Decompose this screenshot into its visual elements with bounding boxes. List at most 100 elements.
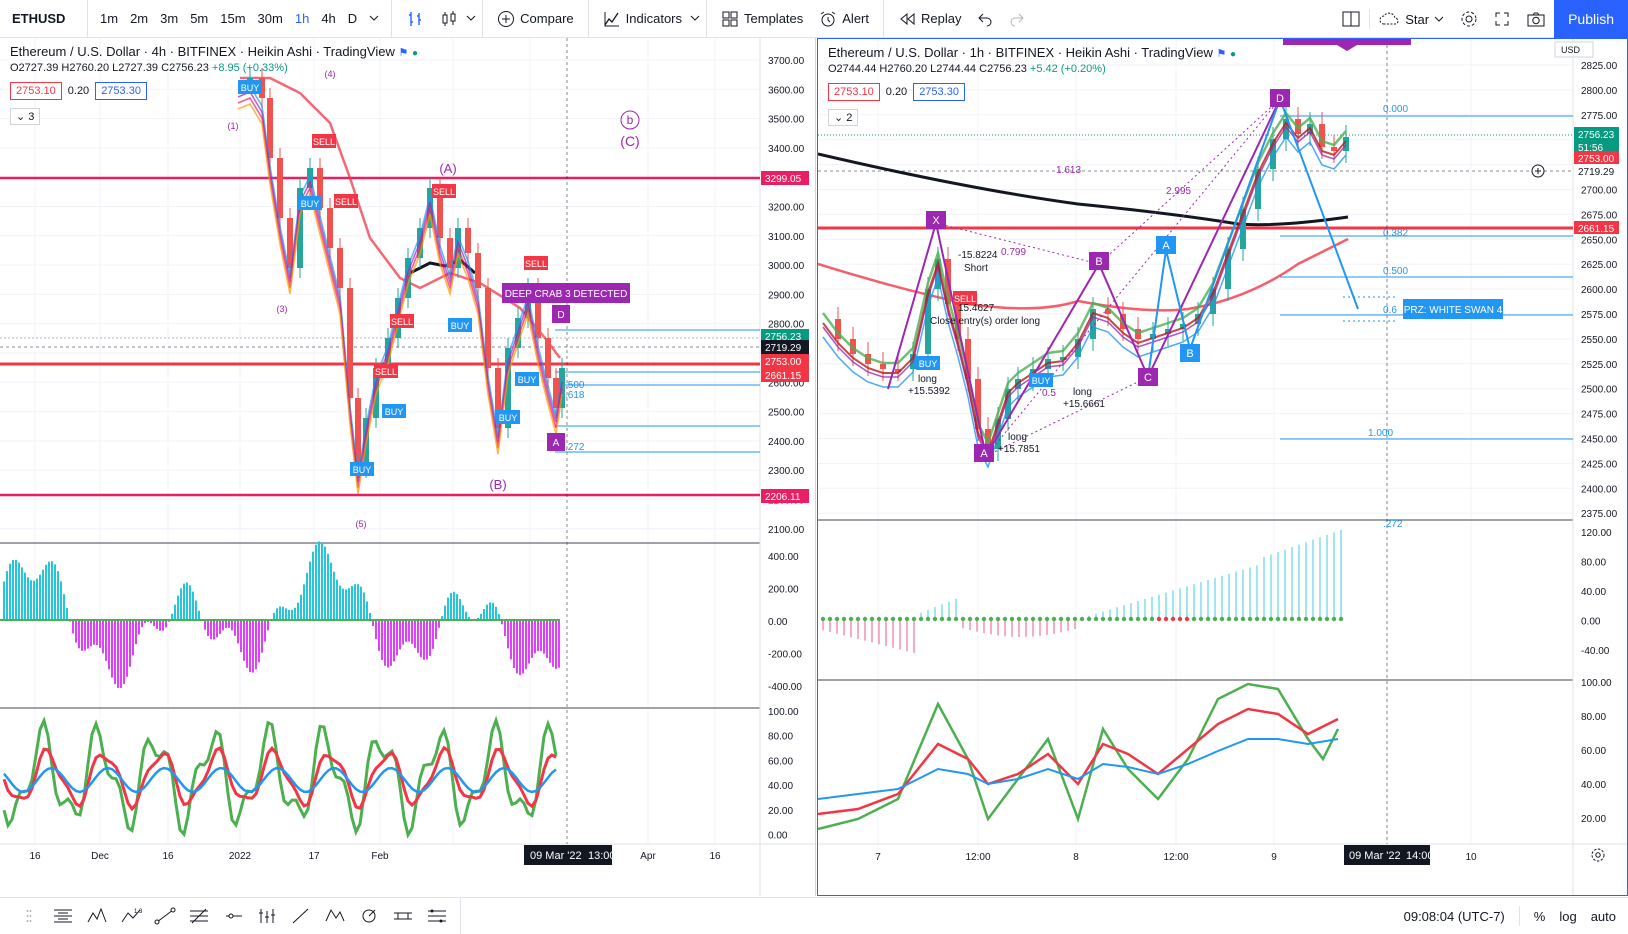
candle-body [355,398,361,468]
buy-price-button[interactable]: 2753.30 [913,83,965,101]
chart-legend[interactable]: Ethereum / U.S. Dollar · 1h · BITFINEX ·… [828,45,1236,60]
auto-scale-toggle[interactable]: auto [1590,908,1616,924]
bar-chart-icon[interactable] [398,0,432,38]
time-tick-label: 16 [162,851,174,862]
brush-icon[interactable] [286,901,316,931]
chevron-down-icon[interactable] [690,10,700,28]
price-tick-label: -200.00 [768,650,802,661]
log-scale-toggle[interactable]: log [1559,908,1577,924]
cloud-icon [1379,12,1399,25]
long-position-icon[interactable] [422,901,452,931]
chevron-down-icon[interactable] [363,0,385,38]
fib-retracement-icon[interactable] [252,901,282,931]
fullscreen-icon[interactable] [1486,0,1518,38]
star-button[interactable]: Star [1370,0,1452,38]
indicators-group: Indicators [587,0,706,38]
long-label: long [1008,432,1027,443]
flag-icon[interactable]: ⚑ [398,47,409,59]
svg-text:SELL: SELL [313,137,335,147]
candles-icon[interactable] [432,0,466,38]
price-label-badge [1574,127,1619,140]
fib-500-label: 0.500 [1383,266,1408,277]
point-a-marker[interactable] [547,433,565,451]
price-tick-label: 3400.00 [768,144,805,155]
compare-button[interactable]: Compare [489,0,581,38]
horizontal-ray-icon[interactable] [218,901,248,931]
prz-badge[interactable] [1403,299,1503,319]
redo-icon[interactable] [1001,0,1033,38]
replay-button[interactable]: Replay [890,0,969,38]
ma-ribbon [237,84,563,495]
templates-button[interactable]: Templates [713,0,811,38]
macd-dot [1114,616,1120,622]
interval-15m[interactable]: 15m [220,10,246,26]
menu-lines-icon[interactable] [48,901,78,931]
left-chart-pane[interactable]: b (C) (A) (B) (1) (3) (4) (5) DEEP CRAB … [0,38,816,896]
publish-button[interactable]: Publish [1554,0,1628,38]
layout-icon[interactable] [1333,0,1369,38]
right-chart-canvas[interactable]: 0.000 0.382 0.500 0.6 1.000 .272 X A B C… [818,39,1627,895]
alert-button[interactable]: Alert [811,0,877,38]
short-value: -15.8224 [958,250,998,261]
time-axis[interactable]: 7 12:00 8 12:00 9 10 [875,852,1477,863]
price-axis[interactable]: 3700.003600.003500.003400.003300.003200.… [768,56,805,536]
indicators-toggle[interactable]: ⌄ 2 [828,109,859,126]
gear-icon[interactable] [1591,848,1605,862]
price-tick-label: 2450.00 [1581,435,1618,446]
undo-icon[interactable] [969,0,1001,38]
right-chart-pane[interactable]: 0.000 0.382 0.500 0.6 1.000 .272 X A B C… [817,38,1628,896]
buy-price-button[interactable]: 2753.30 [95,82,147,100]
currency-selector[interactable] [1554,41,1594,58]
interval-2m[interactable]: 2m [130,10,149,26]
wave-123-icon[interactable]: 1 3 [116,901,146,931]
price-tick-label: 2550.00 [1581,335,1618,346]
symbol-search[interactable]: ETHUSD [0,0,88,38]
point-d-label: D [557,310,564,321]
interval-1m[interactable]: 1m [100,10,119,26]
rewind-icon [900,12,915,25]
macd-dot [1338,616,1344,622]
interval-30m[interactable]: 30m [257,10,283,26]
cycle-icon[interactable] [354,901,384,931]
chart-title: Ethereum / U.S. Dollar · 1h · BITFINEX ·… [828,45,1213,60]
interval-5m[interactable]: 5m [190,10,209,26]
interval-d[interactable]: D [347,10,358,26]
svg-text:BUY: BUY [1032,376,1051,386]
elliott-wave-icon[interactable] [82,901,112,931]
pitchfork-icon[interactable] [184,901,214,931]
trend-line-icon[interactable] [150,901,180,931]
time-axis[interactable]: 16 Dec 16 2022 17 Feb Apr 16 [29,851,721,862]
macd-dot [1289,616,1295,622]
point-d-marker[interactable] [552,305,570,323]
settings-gear-icon[interactable] [1452,0,1486,38]
drag-handle-icon[interactable] [14,901,44,931]
macd-dot [1219,616,1225,622]
interval-4h[interactable]: 4h [321,10,336,26]
flag-icon[interactable]: ⚑ [1216,48,1227,60]
sell-price-button[interactable]: 2753.10 [10,82,62,100]
price-tick-label: 2375.00 [1581,509,1618,520]
chart-legend[interactable]: Ethereum / U.S. Dollar · 4h · BITFINEX ·… [10,44,418,59]
camera-icon[interactable] [1518,0,1554,38]
close-entry-label: Close entry(s) order long [930,316,1040,327]
indicators-button[interactable]: Indicators [595,0,690,38]
price-label-badge [1574,164,1619,177]
macd-dot [1331,616,1337,622]
interval-3m[interactable]: 3m [160,10,179,26]
sell-price-button[interactable]: 2753.10 [828,83,880,101]
pattern-xabcd-icon[interactable] [320,901,350,931]
chevron-down-icon[interactable] [466,10,476,28]
price-tick-label: 2825.00 [1581,61,1618,72]
interval-1h[interactable]: 1h [294,10,310,26]
clock-timezone[interactable]: 09:08:04 (UTC-7) [1403,908,1505,924]
left-chart-canvas[interactable]: b (C) (A) (B) (1) (3) (4) (5) DEEP CRAB … [0,38,816,896]
macd-dot [1177,616,1183,622]
crab-pattern-badge[interactable] [502,283,630,303]
macd-dot [1016,616,1022,622]
buy-signal [1029,373,1053,387]
time-tick-label: 2022 [229,851,252,862]
percent-scale-toggle[interactable]: % [1533,908,1546,924]
ruler-icon[interactable] [388,901,418,931]
indicators-toggle[interactable]: ⌄ 3 [10,108,41,125]
candle-body [985,429,991,449]
